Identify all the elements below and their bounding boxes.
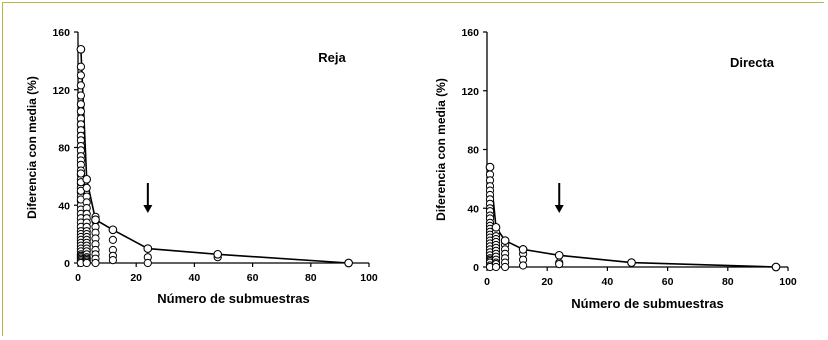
data-point [82, 183, 91, 192]
x-tick-label: 40 [602, 276, 614, 288]
y-tick-label: 80 [58, 143, 70, 155]
line-point [491, 222, 501, 232]
panel-directa: 0 40 80 120 160 0 20 40 60 80 100 Número de submues… [434, 27, 797, 311]
data-point [76, 71, 86, 80]
y-tick-label: 0 [64, 258, 70, 270]
line-point [485, 162, 495, 172]
data-point [76, 107, 86, 116]
x-tick-label: 80 [305, 272, 317, 284]
arrow-head [554, 205, 564, 213]
figure-frame [2, 2, 824, 336]
x-tick-label: 100 [779, 276, 797, 288]
data-point [108, 235, 118, 244]
line-point [108, 225, 118, 235]
y-tick-label: 120 [461, 86, 479, 98]
x-tick-label: 20 [541, 276, 553, 288]
x-tick-label: 80 [722, 276, 734, 288]
line-point [143, 244, 153, 253]
line-point [344, 258, 353, 268]
line-point [518, 245, 528, 254]
y-tick-label: 160 [52, 27, 70, 39]
arrow-head [143, 205, 153, 213]
data-point [91, 258, 100, 268]
y-tick-label: 40 [58, 200, 70, 212]
line-point [554, 250, 564, 260]
y-axis-label: Diferencia con media (%) [25, 76, 39, 219]
line-point [82, 174, 92, 184]
y-tick-label: 0 [473, 262, 479, 274]
line-point [76, 44, 86, 54]
line-point [627, 258, 636, 267]
data-point [519, 261, 528, 270]
panel-title: Directa [730, 55, 775, 70]
x-tick-label: 60 [247, 272, 259, 284]
data-point [108, 256, 118, 265]
panel-title: Reja [318, 50, 346, 65]
x-tick-label: 60 [662, 276, 674, 288]
data-point [76, 91, 86, 100]
data-point [76, 100, 86, 109]
x-axis-label: Número de submuestras [157, 291, 309, 306]
y-tick-label: 80 [467, 145, 479, 157]
panel-reja: 0 40 80 120 160 0 20 40 60 80 100 Número de submues… [25, 27, 378, 306]
data-point [501, 262, 510, 272]
x-tick-label: 20 [130, 272, 142, 284]
data-point [82, 258, 91, 268]
line-point [771, 262, 781, 272]
data-point [76, 81, 86, 90]
series-line [80, 49, 349, 264]
line-point [91, 215, 100, 225]
y-tick-label: 160 [461, 27, 479, 39]
y-tick-label: 40 [467, 203, 479, 215]
data-point [491, 262, 501, 272]
x-tick-label: 0 [75, 272, 81, 284]
y-tick-label: 120 [52, 85, 70, 97]
y-axis-label: Diferencia con media (%) [434, 78, 448, 221]
line-point [500, 236, 510, 245]
x-tick-label: 0 [484, 276, 490, 288]
data-point [555, 260, 564, 269]
data-point [76, 62, 86, 71]
x-tick-label: 40 [189, 272, 201, 284]
x-tick-label: 100 [360, 272, 378, 284]
data-point [143, 258, 152, 268]
x-axis-label: Número de submuestras [571, 296, 723, 311]
data-point [76, 169, 86, 178]
series-line [489, 167, 777, 268]
line-point [213, 249, 223, 259]
